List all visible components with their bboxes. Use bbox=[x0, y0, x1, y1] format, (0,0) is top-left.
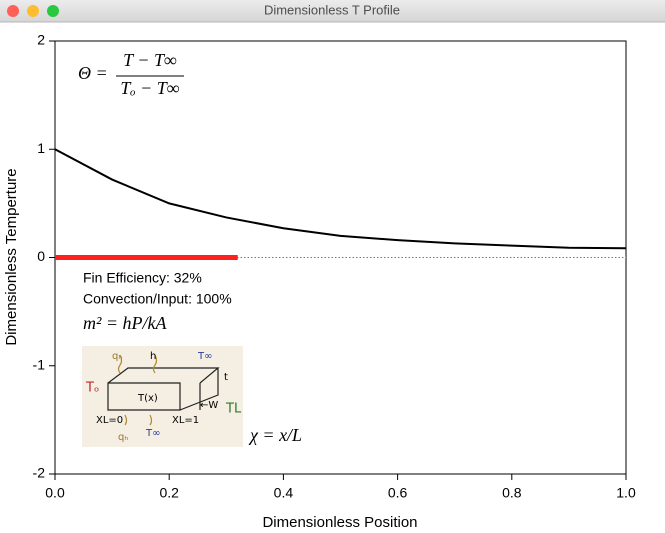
x-tick-label: 0.6 bbox=[388, 485, 408, 501]
chi-equation: χ = x/L bbox=[248, 425, 302, 445]
sketch-label: XL=1 bbox=[172, 415, 199, 426]
sketch-label: Tₒ bbox=[85, 381, 99, 396]
x-axis-label: Dimensionless Position bbox=[262, 514, 417, 531]
theta-denominator: Tₒ − T∞ bbox=[120, 78, 179, 98]
sketch-fin bbox=[107, 367, 220, 411]
x-tick-label: 1.0 bbox=[616, 485, 636, 501]
zoom-button[interactable] bbox=[47, 5, 59, 17]
minimize-button[interactable] bbox=[27, 5, 39, 17]
y-axis-label: Dimensionless Temperture bbox=[3, 168, 20, 345]
sketch-label: t bbox=[224, 372, 228, 383]
temperature-curve bbox=[54, 148, 627, 250]
sketch-label: qₕ bbox=[118, 432, 128, 443]
y-tick-label: 2 bbox=[37, 32, 45, 48]
convection-label: Convection/Input: 100% bbox=[83, 291, 232, 307]
close-button[interactable] bbox=[7, 5, 19, 17]
fin-sketch: qₕ h T∞ Tₒ T(x) XL=0 XL=1 ←W t TL qₕ T∞ bbox=[82, 346, 243, 447]
plot: 0.0 0.2 0.4 0.6 0.8 1.0 -2 -1 0 1 2 bbox=[33, 32, 636, 501]
window-title: Dimensionless T Profile bbox=[264, 2, 400, 17]
theta-numerator: T − T∞ bbox=[123, 50, 177, 70]
title-bar bbox=[0, 0, 665, 22]
x-tick-label: 0.0 bbox=[45, 485, 65, 501]
y-tick-label: 0 bbox=[37, 248, 45, 264]
sketch-label: qₕ bbox=[112, 351, 122, 362]
sketch-label: T(x) bbox=[137, 393, 158, 404]
y-tick-label: 1 bbox=[37, 140, 45, 156]
sketch-label: XL=0 bbox=[96, 415, 123, 426]
sketch-label: T∞ bbox=[145, 428, 160, 439]
m-equation: m² = hP/kA bbox=[83, 313, 168, 333]
sketch-heat-arrows bbox=[117, 354, 158, 426]
sketch-background bbox=[82, 346, 243, 447]
theta-lhs: Θ = bbox=[78, 63, 108, 83]
y-tick-label: -2 bbox=[33, 465, 46, 481]
x-tick-label: 0.4 bbox=[274, 485, 294, 501]
sketch-label: ←W bbox=[200, 400, 218, 411]
y-tick-label: -1 bbox=[33, 356, 46, 372]
sketch-label: TL bbox=[225, 402, 242, 417]
efficiency-label: Fin Efficiency: 32% bbox=[83, 270, 202, 286]
x-tick-label: 0.8 bbox=[502, 485, 522, 501]
sketch-label: h bbox=[150, 351, 156, 362]
sketch-label: T∞ bbox=[197, 351, 212, 362]
x-tick-label: 0.2 bbox=[159, 485, 179, 501]
